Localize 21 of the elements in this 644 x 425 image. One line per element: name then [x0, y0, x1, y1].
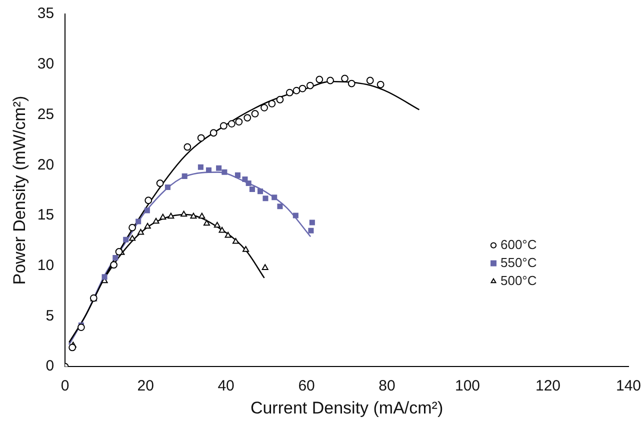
y-tick-label: 35 — [37, 5, 54, 22]
y-tick-label: 25 — [37, 106, 54, 123]
y-tick-label: 20 — [37, 156, 54, 174]
x-tick-label: 120 — [535, 378, 561, 395]
legend-label: 500°C — [500, 272, 537, 288]
x-tick-label: 100 — [455, 378, 480, 395]
y-axis-title: Power Density (mW/cm²) — [10, 96, 29, 285]
x-tick-label: 140 — [616, 378, 641, 395]
legend-label: 550°C — [500, 254, 537, 270]
x-tick-label: 40 — [218, 378, 234, 395]
x-tick-label: 0 — [60, 378, 70, 395]
y-tick-label: 5 — [46, 307, 54, 324]
y-tick-label: 30 — [37, 56, 54, 73]
x-tick-label: 60 — [298, 378, 315, 395]
x-tick-label: 20 — [137, 378, 154, 395]
legend-label: 600°C — [500, 236, 537, 252]
y-tick-label: 15 — [37, 206, 54, 224]
x-tick-label: 80 — [378, 378, 396, 395]
x-axis-title: Current Density (mA/cm²) — [250, 398, 444, 418]
y-tick-label: 10 — [37, 257, 54, 274]
y-tick-label: 0 — [46, 358, 54, 375]
